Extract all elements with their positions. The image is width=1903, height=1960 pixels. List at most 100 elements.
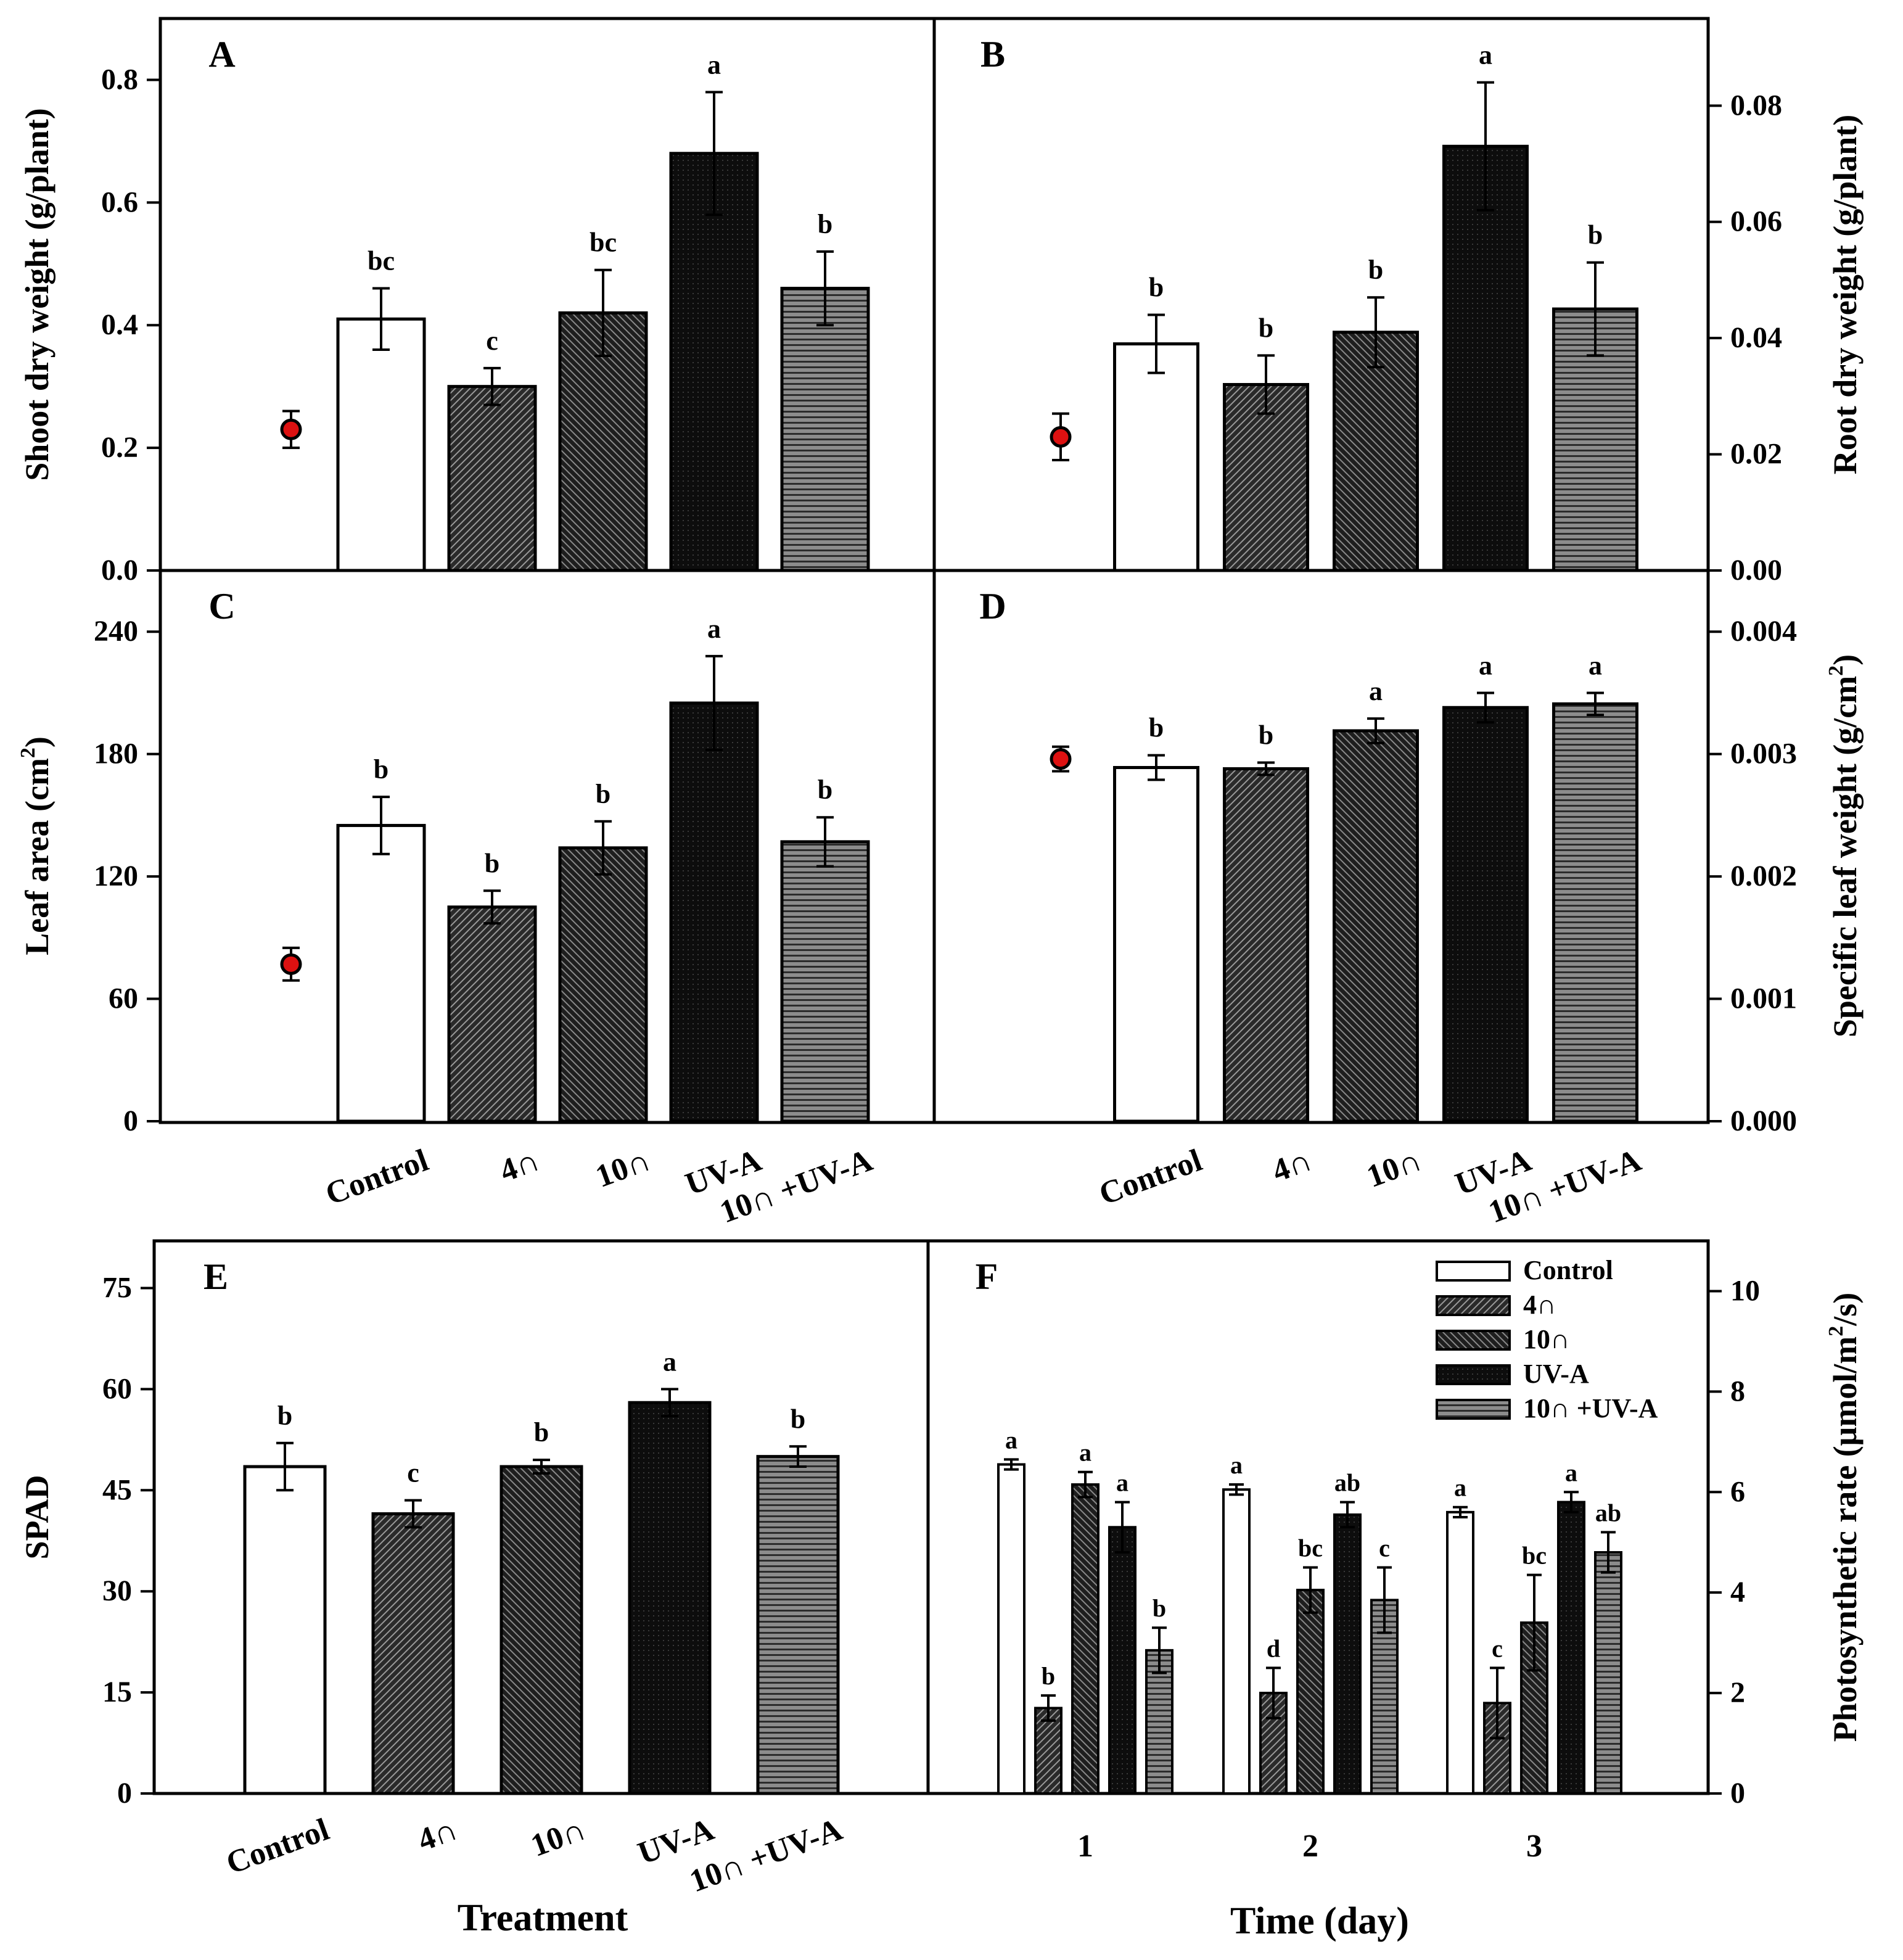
y-axis-label: Root dry weight (g/plant) (1827, 115, 1864, 474)
y-tick-label: 0.2 (101, 431, 138, 464)
legend-label: 10∩ (1523, 1324, 1570, 1354)
bar-f-0-0 (997, 1463, 1025, 1795)
panel-letter: A (208, 34, 235, 75)
significance-letter: a (1079, 1439, 1091, 1467)
bar-d-0 (1113, 765, 1199, 1123)
y-tick-label: 180 (94, 738, 138, 770)
y-tick-label: 45 (102, 1473, 132, 1506)
initial-point-d (1050, 748, 1072, 770)
significance-letter: b (818, 209, 832, 239)
significance-letter: b (1042, 1662, 1055, 1690)
y-tick-label: 4 (1730, 1576, 1745, 1608)
x-tick-label: Control (1095, 1143, 1206, 1213)
y-tick-label: 0.0 (101, 554, 138, 587)
x-tick-label: 4∩ (413, 1812, 462, 1858)
bar-d-4 (1552, 702, 1638, 1123)
x-tick-label: Control (321, 1143, 433, 1213)
y-tick-label: 8 (1730, 1375, 1745, 1407)
significance-letter: bc (590, 228, 617, 258)
significance-letter: a (1005, 1426, 1017, 1454)
significance-letter: b (277, 1401, 292, 1431)
y-tick-label: 15 (102, 1676, 132, 1708)
initial-point-a (280, 418, 302, 440)
legend-label: 4∩ (1523, 1290, 1556, 1320)
significance-letter: a (1589, 650, 1602, 680)
x-tick-label: 10∩ (1362, 1143, 1426, 1195)
significance-letter: a (1230, 1451, 1243, 1479)
legend-swatch-2 (1436, 1330, 1511, 1351)
legend-label: Control (1523, 1255, 1613, 1285)
significance-letter: b (818, 775, 832, 805)
bar-a-0 (336, 317, 426, 572)
significance-letter: a (1479, 40, 1492, 70)
bar-a-4 (780, 287, 870, 572)
bar-f-3-2 (1557, 1501, 1585, 1795)
legend-swatch-0 (1436, 1261, 1511, 1282)
panel-letter: D (979, 586, 1006, 627)
x-tick-label: 1 (1077, 1829, 1093, 1864)
panel-letter: C (208, 586, 235, 627)
significance-letter: a (663, 1346, 676, 1377)
bar-c-0 (336, 823, 426, 1123)
y-tick-label: 75 (102, 1271, 132, 1304)
bar-f-3-1 (1333, 1513, 1362, 1795)
significance-letter: a (1479, 650, 1492, 680)
significance-letter: b (1149, 713, 1164, 743)
y-axis-label: Leaf area (cm2) (17, 736, 55, 955)
bar-e-1 (371, 1512, 455, 1795)
y-tick-label: 0.08 (1730, 89, 1782, 121)
significance-letter: c (1492, 1634, 1503, 1662)
y-tick-label: 0.02 (1730, 438, 1782, 471)
y-tick-label: 120 (94, 860, 138, 892)
significance-letter: bc (1522, 1542, 1547, 1570)
significance-letter: b (1588, 220, 1603, 250)
x-tick-label: 4∩ (495, 1143, 544, 1189)
bar-c-4 (780, 840, 870, 1123)
y-tick-label: 0.003 (1730, 738, 1797, 770)
bar-f-4-2 (1594, 1551, 1622, 1795)
x-tick-label: 10∩ (527, 1812, 590, 1864)
significance-letter: b (791, 1404, 805, 1434)
legend-swatch-1 (1436, 1295, 1511, 1316)
y-tick-label: 0 (1730, 1777, 1745, 1810)
y-tick-label: 60 (109, 982, 138, 1015)
significance-letter: b (596, 779, 610, 809)
significance-letter: ab (1334, 1469, 1360, 1497)
bar-c-1 (447, 905, 537, 1123)
bar-f-0-1 (1222, 1488, 1251, 1795)
bar-e-3 (628, 1401, 712, 1795)
y-tick-label: 0 (123, 1105, 138, 1137)
significance-letter: ab (1595, 1499, 1621, 1526)
x-tick-label: 4∩ (1268, 1143, 1317, 1189)
y-tick-label: 0.000 (1730, 1105, 1797, 1137)
significance-letter: b (534, 1417, 549, 1447)
bar-c-3 (669, 701, 759, 1123)
significance-letter: d (1267, 1634, 1280, 1662)
x-axis-label-time: Time (day) (1230, 1900, 1409, 1942)
initial-point-c (280, 953, 302, 975)
significance-letter: a (1565, 1459, 1577, 1486)
significance-letter: c (486, 326, 498, 356)
bar-d-2 (1333, 729, 1419, 1123)
bar-d-1 (1223, 767, 1309, 1123)
x-tick-label: Control (222, 1812, 334, 1882)
y-axis-label: Shoot dry weight (g/plant) (18, 108, 55, 481)
legend-label: UV-A (1523, 1359, 1589, 1389)
bar-e-0 (243, 1465, 327, 1795)
y-tick-label: 30 (102, 1575, 132, 1607)
significance-letter: b (1368, 255, 1383, 285)
y-tick-label: 0.00 (1730, 554, 1782, 587)
x-tick-label: 2 (1302, 1829, 1318, 1864)
bar-a-1 (447, 385, 537, 572)
significance-letter: bc (1298, 1534, 1323, 1562)
bar-d-3 (1442, 706, 1529, 1123)
significance-letter: bc (368, 246, 395, 276)
y-tick-label: 0.004 (1730, 615, 1797, 648)
y-axis-label: Photosynthetic rate (μmol/m2/s) (1825, 1293, 1864, 1742)
significance-letter: c (407, 1458, 419, 1488)
bar-f-1-0 (1034, 1707, 1062, 1795)
y-tick-label: 60 (102, 1372, 132, 1405)
significance-letter: b (1153, 1594, 1166, 1622)
y-tick-label: 6 (1730, 1475, 1745, 1508)
